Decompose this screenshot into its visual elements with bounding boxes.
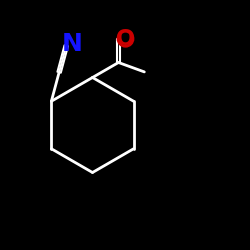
Text: N: N	[62, 32, 83, 56]
Text: O: O	[116, 29, 135, 49]
